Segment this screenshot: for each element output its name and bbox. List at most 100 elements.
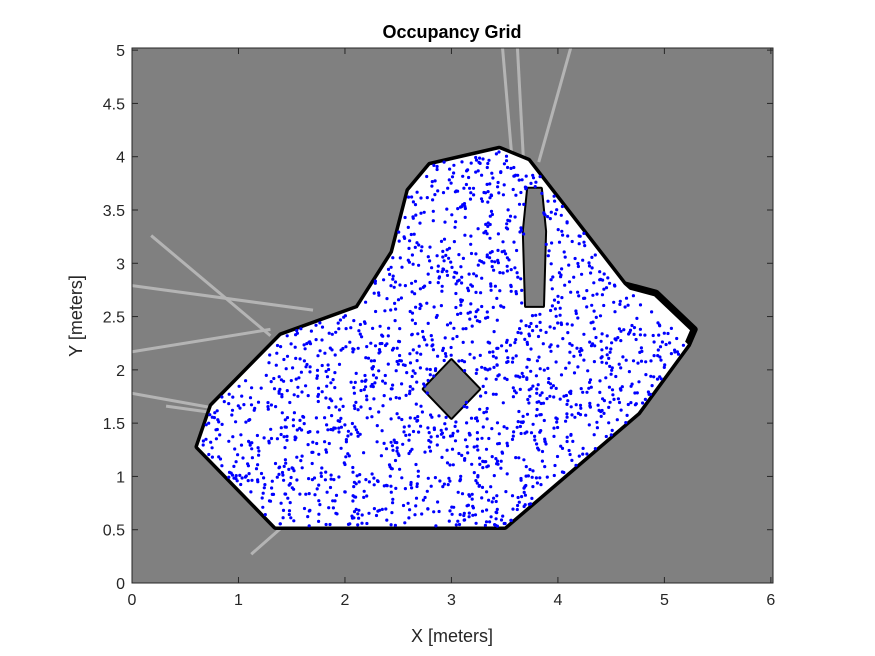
particle: [356, 408, 360, 412]
particle: [602, 303, 606, 308]
particle: [283, 492, 287, 496]
particle: [279, 501, 283, 505]
particle: [300, 454, 304, 458]
particle: [475, 431, 479, 435]
particle: [289, 475, 293, 480]
sensor-ray-2: [132, 284, 314, 312]
particle: [619, 329, 623, 333]
particle: [440, 455, 444, 459]
particle: [362, 388, 366, 392]
particle: [490, 259, 494, 263]
particle: [402, 425, 406, 429]
particle: [666, 331, 670, 336]
particle: [524, 174, 528, 178]
particle: [518, 387, 522, 391]
particle: [331, 499, 335, 503]
particle: [291, 467, 295, 471]
particle: [380, 333, 384, 337]
particle: [354, 428, 358, 432]
particle: [431, 209, 435, 213]
particle: [287, 512, 291, 517]
particle: [304, 492, 308, 496]
particle: [297, 376, 301, 380]
particle: [453, 439, 458, 443]
particle: [436, 354, 440, 358]
particle: [502, 425, 506, 429]
particle: [659, 358, 663, 362]
particle: [293, 345, 297, 349]
particle: [291, 424, 295, 428]
particle: [274, 363, 278, 367]
particle: [515, 425, 519, 429]
particle: [244, 379, 248, 383]
particle: [480, 436, 484, 440]
particle: [560, 296, 564, 300]
particle: [302, 422, 306, 426]
particle: [238, 406, 242, 410]
particle: [519, 277, 523, 281]
particle: [456, 207, 460, 211]
particle: [475, 319, 479, 323]
particle: [534, 180, 538, 184]
particle: [435, 434, 439, 438]
particle: [415, 484, 419, 489]
particle: [511, 395, 515, 399]
particle: [588, 401, 592, 405]
particle: [652, 375, 656, 379]
particle: [483, 366, 487, 370]
particle: [216, 418, 220, 422]
particle: [466, 286, 470, 290]
particle: [393, 280, 398, 284]
particle: [442, 358, 446, 363]
particle: [397, 230, 401, 234]
obstacle-layer: [421, 186, 548, 420]
particle: [337, 475, 341, 479]
particle: [518, 327, 522, 331]
particle: [474, 290, 478, 294]
particle: [250, 478, 254, 482]
particle: [372, 291, 376, 295]
particle: [450, 447, 455, 451]
particle: [272, 376, 276, 381]
particle: [552, 298, 557, 302]
particle: [450, 213, 454, 217]
particle: [411, 429, 416, 434]
particle: [519, 190, 523, 195]
particle: [403, 284, 407, 288]
particle: [516, 330, 520, 335]
particle: [436, 189, 440, 193]
particle: [479, 394, 483, 398]
particle: [413, 203, 418, 207]
particle: [418, 302, 422, 306]
particle: [306, 443, 310, 447]
particle: [374, 309, 378, 314]
particle: [420, 410, 424, 414]
particle: [617, 400, 622, 405]
particle: [518, 230, 522, 234]
particle: [514, 354, 518, 358]
particle: [426, 255, 430, 259]
particle: [602, 272, 606, 276]
particle: [583, 244, 587, 248]
particle: [472, 193, 476, 197]
particle: [432, 510, 436, 514]
particle: [494, 377, 498, 381]
particle: [520, 371, 524, 375]
particle: [306, 394, 310, 398]
particle: [463, 457, 467, 461]
particle: [364, 356, 368, 360]
particle: [213, 411, 217, 415]
free-space-region: [198, 149, 688, 527]
particle: [267, 361, 271, 365]
particle: [339, 416, 343, 420]
particle: [394, 396, 398, 400]
particle: [594, 335, 598, 340]
particle: [463, 233, 467, 237]
particle: [209, 440, 213, 444]
particle: [425, 343, 429, 347]
particle: [298, 418, 302, 422]
particle: [515, 248, 519, 253]
particle: [459, 474, 463, 478]
particle: [559, 213, 563, 217]
particle: [328, 346, 332, 350]
